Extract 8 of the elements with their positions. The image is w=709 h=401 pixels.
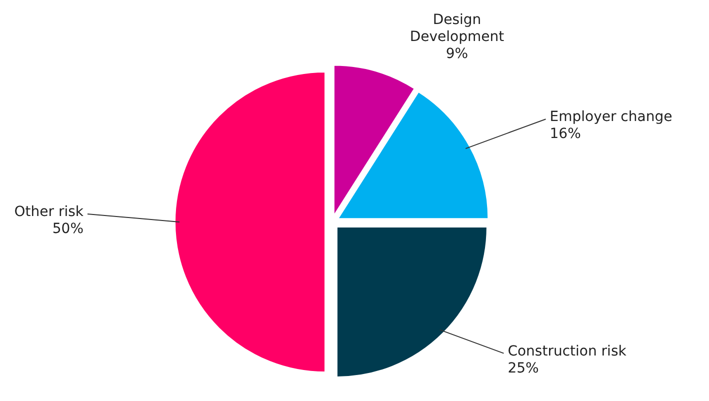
slice-label: Employer change: [550, 109, 672, 126]
slice-label: Other risk: [14, 204, 84, 220]
slice-label: Design Development: [410, 12, 505, 45]
data-label: 25%: [508, 360, 539, 376]
data-label: 50%: [52, 221, 84, 237]
data-label: 16%: [550, 126, 581, 142]
slice-label: Construction risk: [508, 343, 628, 360]
data-label: 9%: [446, 46, 468, 62]
